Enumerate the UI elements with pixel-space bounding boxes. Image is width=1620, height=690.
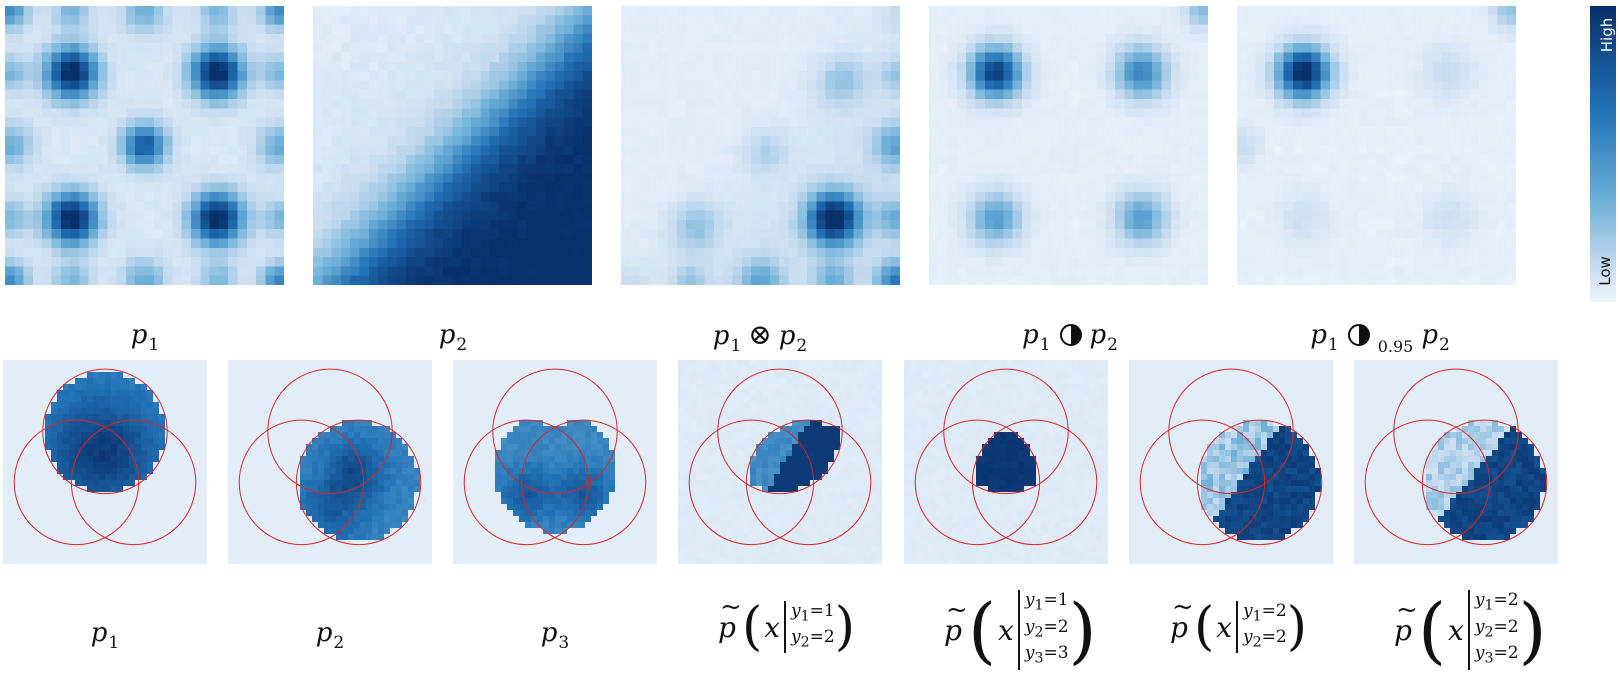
heatmap-p1-times-p2: [621, 6, 900, 285]
venn-circle-outline: [1421, 419, 1548, 546]
venn-circle-outline: [943, 368, 1069, 495]
caption-p1-half-p2: p1 p2: [1022, 320, 1118, 355]
venn-p3: [453, 360, 657, 564]
venn-circle-outline: [267, 368, 393, 495]
half-circle-operator-icon: [1347, 324, 1370, 346]
venn-circle-outline: [295, 419, 422, 546]
heatmap-p1-half-095-p2: [1237, 6, 1516, 285]
caption-p1: p1: [130, 320, 160, 355]
venn-circle-outline: [1196, 419, 1323, 546]
venn-cond-y1-1-y2-2: [678, 360, 882, 564]
venn-circle-outline: [1139, 419, 1266, 546]
venn-circle-outline: [971, 419, 1098, 546]
venn-circle-outline: [42, 368, 168, 495]
colorbar: [1590, 6, 1616, 302]
caption-p1-times-p2: p1 ⊗ p2: [712, 318, 808, 357]
venn-circle-outline: [745, 419, 872, 546]
colorbar-low-label: Low: [1595, 256, 1614, 286]
caption-cond-1: p ( x y1=1 y2=2 ): [718, 592, 855, 658]
caption-cond-2: p ( x y1=1 y2=2 y3=3 ): [944, 588, 1097, 672]
caption-cond-3: p ( x y1=2 y2=2 ): [1170, 592, 1307, 658]
venn-circle-outline: [463, 419, 590, 546]
venn-circle-outline: [1168, 368, 1294, 495]
venn-p1: [3, 360, 207, 564]
venn-circle-outline: [717, 368, 843, 495]
colorbar-high-label: High: [1598, 17, 1617, 53]
venn-circle-outline: [914, 419, 1041, 546]
venn-cond-y1-1-y2-2-y3-3: [904, 360, 1108, 564]
venn-circle-outline: [492, 368, 618, 495]
venn-circle-outline: [70, 419, 197, 546]
venn-circle-outline: [13, 419, 140, 546]
venn-circle-outline: [520, 419, 647, 546]
caption-bottom-p1: p1: [90, 618, 120, 653]
half-circle-operator-icon: [1059, 324, 1082, 346]
venn-cond-y1-2-y2-2-y3-2: [1354, 360, 1558, 564]
venn-circle-outline: [1393, 368, 1519, 495]
caption-p2: p2: [438, 320, 468, 355]
heatmap-p1: [5, 6, 284, 285]
venn-cond-y1-2-y2-2: [1129, 360, 1333, 564]
caption-cond-4: p ( x y1=2 y2=2 y3=2 ): [1394, 588, 1547, 672]
venn-circle-outline: [688, 419, 815, 546]
caption-p1-half-095-p2: p1 0.95 p2: [1310, 320, 1450, 356]
heatmap-p2: [313, 6, 592, 285]
caption-bottom-p3: p3: [540, 618, 570, 653]
venn-p2: [228, 360, 432, 564]
caption-bottom-p2: p2: [315, 618, 345, 653]
heatmap-p1-half-p2: [929, 6, 1208, 285]
venn-circle-outline: [238, 419, 365, 546]
venn-circle-outline: [1364, 419, 1491, 546]
